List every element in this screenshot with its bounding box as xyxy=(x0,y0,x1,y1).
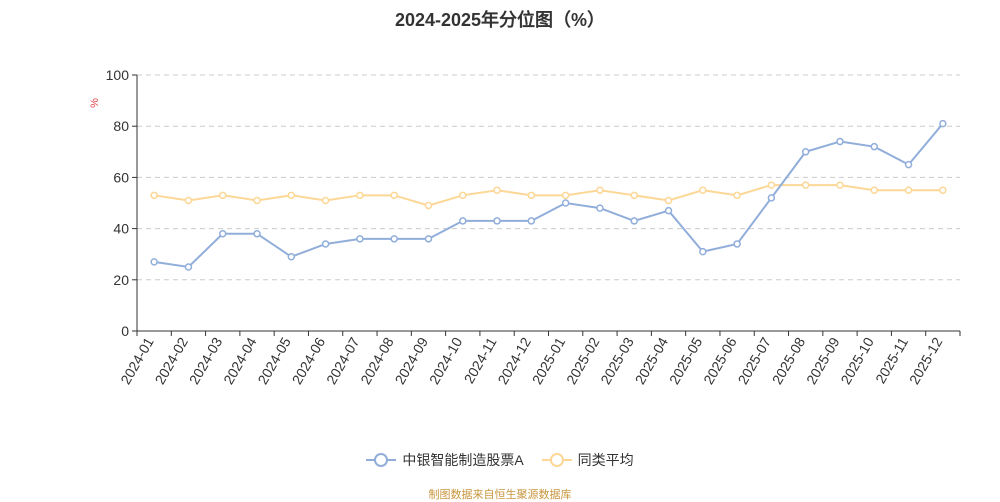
series-1-point xyxy=(801,148,810,156)
series-1-point xyxy=(424,235,433,243)
legend-item-series-1[interactable]: 中银智能制造股票A xyxy=(366,450,524,470)
y-tick-label: 60 xyxy=(113,169,129,185)
series-2-point xyxy=(561,191,570,200)
series-2-point xyxy=(493,186,501,194)
series-2-point xyxy=(527,191,536,200)
series-1-point xyxy=(767,194,776,202)
series-2-point xyxy=(184,196,193,205)
series-2-point xyxy=(664,196,673,205)
series-1-point xyxy=(356,235,364,243)
series-2-point xyxy=(459,191,467,200)
x-tick-label: 2024-10 xyxy=(426,334,466,387)
y-tick-label: 20 xyxy=(113,272,129,288)
series-2-point xyxy=(596,186,604,194)
source-note: 制图数据来自恒生聚源数据库 xyxy=(428,489,572,501)
y-tick-label: 100 xyxy=(106,67,130,83)
series-2-point xyxy=(801,181,810,189)
legend-marker-series-2-icon xyxy=(541,453,572,467)
y-tick-label: 0 xyxy=(121,323,129,339)
series-1-point xyxy=(459,217,467,225)
series-2-point xyxy=(733,191,741,200)
series-1-point xyxy=(836,137,844,146)
series-1-point xyxy=(527,217,536,225)
series-2-point xyxy=(390,191,398,200)
legend: 中银智能制造股票A 同类平均 xyxy=(0,450,1000,470)
series-1-point xyxy=(699,247,707,256)
legend-label-series-2: 同类平均 xyxy=(577,452,634,468)
series-2-point xyxy=(904,186,913,194)
y-tick-label: 40 xyxy=(113,221,129,237)
series-2-point xyxy=(767,181,776,189)
series-2-point xyxy=(150,191,158,200)
series-2-point xyxy=(424,201,433,210)
legend-item-series-2[interactable]: 同类平均 xyxy=(541,450,634,470)
series-1-point xyxy=(733,240,741,248)
series-1-point xyxy=(939,119,947,128)
series-2-point xyxy=(356,191,364,200)
series-1-point xyxy=(150,258,158,266)
series-1-point xyxy=(287,253,296,261)
series-1-point xyxy=(630,217,638,225)
series-2-point xyxy=(218,191,227,200)
series-2-point xyxy=(939,186,947,194)
grid-layer xyxy=(137,74,960,281)
series-2-point xyxy=(836,181,844,189)
series-1-point xyxy=(664,206,673,215)
series-2-point xyxy=(287,191,296,200)
series-1-point xyxy=(321,240,330,248)
series-1-point xyxy=(904,160,913,169)
axis-layer: 020406080100%2024-012024-022024-032024-0… xyxy=(89,67,961,387)
y-axis-unit-label: % xyxy=(89,98,101,108)
series-2-point xyxy=(321,196,330,205)
x-tick-label: 2025-12 xyxy=(906,334,946,387)
chart-title: 2024-2025年分位图（%） xyxy=(394,10,606,30)
series-1-point xyxy=(184,263,193,271)
series-1-point xyxy=(253,229,261,238)
series-2-point xyxy=(699,186,707,194)
legend-marker-series-1-icon xyxy=(366,453,397,467)
series-2-point xyxy=(630,191,638,200)
series-1-line xyxy=(153,122,944,269)
series-1-point xyxy=(561,199,570,207)
series-1-point xyxy=(390,235,398,243)
series-1-point xyxy=(870,142,879,151)
legend-label-series-1: 中银智能制造股票A xyxy=(402,452,524,468)
x-tick-label: 2025-10 xyxy=(837,334,877,387)
y-tick-label: 80 xyxy=(113,118,129,134)
series-1-point xyxy=(596,204,604,212)
series-2-line xyxy=(153,184,943,207)
series-2-point xyxy=(253,196,261,205)
series-1-point xyxy=(218,229,227,238)
series-layer xyxy=(150,119,947,271)
series-1-point xyxy=(493,217,501,225)
series-2-point xyxy=(870,186,879,194)
